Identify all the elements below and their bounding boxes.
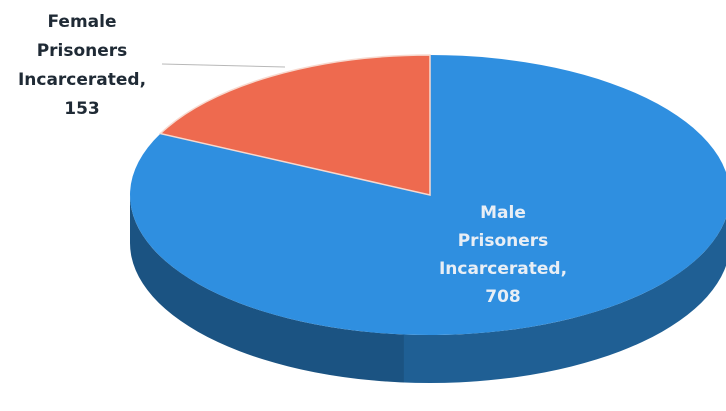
- label-female-line: Female: [48, 12, 117, 32]
- pie-side-male: [130, 195, 726, 383]
- pie-sides: [130, 195, 726, 383]
- female-leader-line: [161, 63, 286, 68]
- slice-label-female: Female Prisoners Incarcerated, 153: [18, 12, 146, 119]
- slice-label-male: Male Prisoners Incarcerated, 708: [439, 203, 567, 307]
- label-female-line: 153: [64, 99, 100, 119]
- pie-slice-female: [158, 54, 431, 196]
- label-female-line: Prisoners: [37, 41, 128, 61]
- label-male-line: Prisoners: [458, 231, 549, 251]
- label-female-line: Incarcerated,: [18, 70, 146, 90]
- pie-side-shade: [130, 195, 404, 383]
- label-male-line: 708: [485, 287, 521, 307]
- label-male-line: Male: [480, 203, 526, 223]
- label-male-line: Incarcerated,: [439, 259, 567, 279]
- pie-tops: [130, 54, 726, 335]
